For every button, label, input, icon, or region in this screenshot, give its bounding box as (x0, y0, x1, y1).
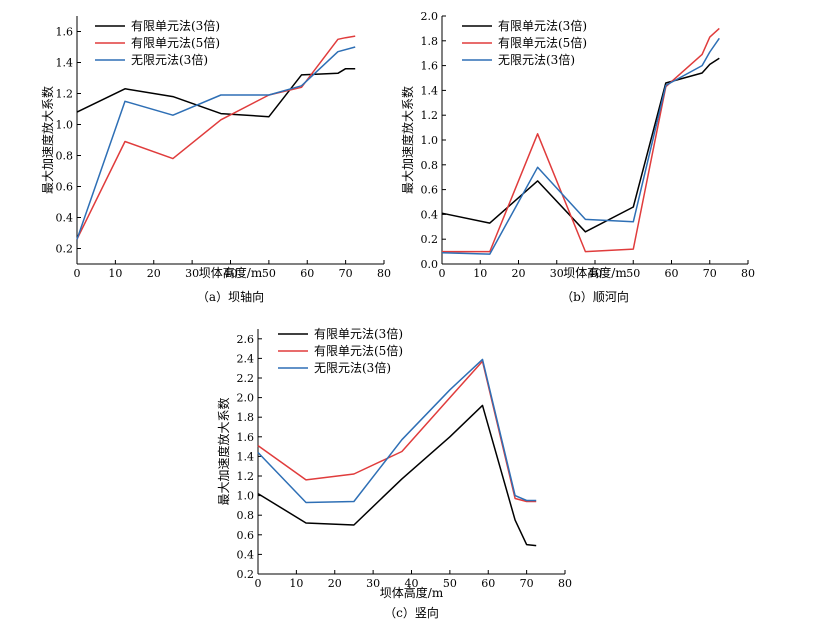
x-tick-label: 60 (300, 267, 314, 280)
y-tick-label: 2.6 (237, 333, 255, 346)
legend-label: 无限元法(3倍) (498, 52, 575, 67)
y-tick-label: 1.0 (421, 134, 439, 147)
legend-label: 无限元法(3倍) (131, 52, 208, 67)
x-tick-label: 80 (558, 577, 572, 590)
legend-label: 有限单元法(5倍) (314, 343, 403, 358)
y-tick-label: 0.4 (56, 212, 74, 225)
x-tick-label: 10 (289, 577, 303, 590)
legend-label: 有限单元法(5倍) (131, 35, 220, 50)
y-tick-label: 0.2 (237, 568, 255, 581)
chart-panel-2: 0 10 20 30 40 50 60 70 80 0.0 0.2 0.4 0.6 0.8 1.0 1.2 1.… (400, 10, 755, 304)
y-tick-label: 1.2 (237, 470, 255, 483)
x-tick-label: 40 (588, 267, 602, 280)
legend-label: 有限单元法(3倍) (314, 326, 403, 341)
series-line-3 (76, 46, 356, 240)
x-tick-label: 60 (665, 267, 679, 280)
legend-label: 有限单元法(5倍) (498, 35, 587, 50)
x-tick-label: 20 (328, 577, 342, 590)
x-axis-title: 坝体高度/m (380, 585, 444, 600)
y-tick-label: 1.4 (56, 57, 74, 70)
y-tick-label: 0.6 (237, 529, 255, 542)
series-line-2 (257, 360, 537, 503)
x-tick-label: 30 (366, 577, 380, 590)
y-tick-label: 0.4 (421, 208, 439, 221)
series-line-2 (76, 35, 356, 240)
series-line-3 (257, 358, 537, 504)
series-line-1 (257, 404, 537, 547)
y-tick-label: 0.4 (237, 548, 255, 561)
series-line-2 (442, 27, 720, 253)
chart-panel-3: 0 10 20 30 40 50 60 70 80 0.2 0.4 0.6 0.8 1.0 1.2 1.4 1.… (216, 326, 572, 620)
series-line-1 (441, 57, 720, 233)
y-tick-label: 2.4 (237, 352, 255, 365)
series-line-1 (76, 67, 356, 118)
x-tick-label: 30 (185, 267, 199, 280)
y-tick-label: 1.6 (237, 431, 255, 444)
x-tick-label: 0 (74, 267, 81, 280)
x-tick-label: 50 (262, 267, 276, 280)
x-tick-label: 10 (473, 267, 487, 280)
y-axis-title: 最大加速度放大系数 (400, 86, 415, 194)
y-tick-label: 1.6 (421, 60, 439, 73)
y-tick-label: 0.6 (56, 181, 74, 194)
panel-caption: （a）坝轴向 (197, 289, 264, 304)
x-tick-label: 50 (443, 577, 457, 590)
y-tick-label: 1.8 (237, 411, 255, 424)
legend-label: 有限单元法(3倍) (131, 18, 220, 33)
x-axis-title: 坝体高度/m (563, 265, 627, 280)
y-tick-label: 0.2 (56, 243, 74, 256)
chart-panel-1: 0 10 20 30 40 50 60 70 80 0.2 0.4 0.6 0.8 1.0 1.2 1.4 1.… (40, 16, 391, 304)
y-tick-label: 1.2 (56, 88, 74, 101)
x-tick-label: 20 (147, 267, 161, 280)
y-tick-label: 0.8 (237, 509, 255, 522)
legend-label: 无限元法(3倍) (314, 360, 391, 375)
x-tick-label: 70 (339, 267, 353, 280)
x-tick-label: 60 (481, 577, 495, 590)
legend: 有限单元法(3倍) 有限单元法(5倍) 无限元法(3倍) (95, 18, 220, 67)
y-tick-label: 2.0 (421, 10, 439, 23)
x-tick-label: 40 (224, 267, 238, 280)
x-tick-label: 80 (377, 267, 391, 280)
y-tick-label: 2.0 (237, 392, 255, 405)
legend: 有限单元法(3倍) 有限单元法(5倍) 无限元法(3倍) (278, 326, 403, 375)
y-tick-label: 1.4 (237, 450, 255, 463)
legend: 有限单元法(3倍) 有限单元法(5倍) 无限元法(3倍) (462, 18, 587, 67)
x-tick-label: 80 (741, 267, 755, 280)
series-line-3 (441, 37, 720, 255)
x-tick-label: 70 (703, 267, 717, 280)
y-tick-label: 0.0 (421, 258, 439, 271)
x-tick-label: 70 (520, 577, 534, 590)
y-tick-label: 1.0 (237, 490, 255, 503)
y-axis-title: 最大加速度放大系数 (40, 86, 55, 194)
x-tick-label: 0 (439, 267, 446, 280)
x-tick-label: 50 (626, 267, 640, 280)
y-tick-label: 0.8 (421, 159, 439, 172)
y-tick-label: 1.4 (421, 84, 439, 97)
x-tick-label: 0 (255, 577, 262, 590)
y-tick-label: 2.2 (237, 372, 255, 385)
y-tick-label: 1.2 (421, 109, 439, 122)
x-tick-label: 40 (405, 577, 419, 590)
x-tick-label: 10 (108, 267, 122, 280)
x-tick-label: 30 (550, 267, 564, 280)
y-tick-label: 1.6 (56, 26, 74, 39)
x-axis-title: 坝体高度/m (199, 265, 263, 280)
y-tick-label: 0.8 (56, 150, 74, 163)
y-tick-label: 1.0 (56, 119, 74, 132)
y-tick-label: 0.2 (421, 233, 439, 246)
y-tick-label: 0.6 (421, 184, 439, 197)
panel-caption: （b）顺河向 (561, 289, 629, 304)
y-axis-title: 最大加速度放大系数 (216, 397, 231, 505)
legend-label: 有限单元法(3倍) (498, 18, 587, 33)
panel-caption: （c）竖向 (384, 605, 439, 620)
y-tick-label: 1.8 (421, 35, 439, 48)
x-tick-label: 20 (512, 267, 526, 280)
